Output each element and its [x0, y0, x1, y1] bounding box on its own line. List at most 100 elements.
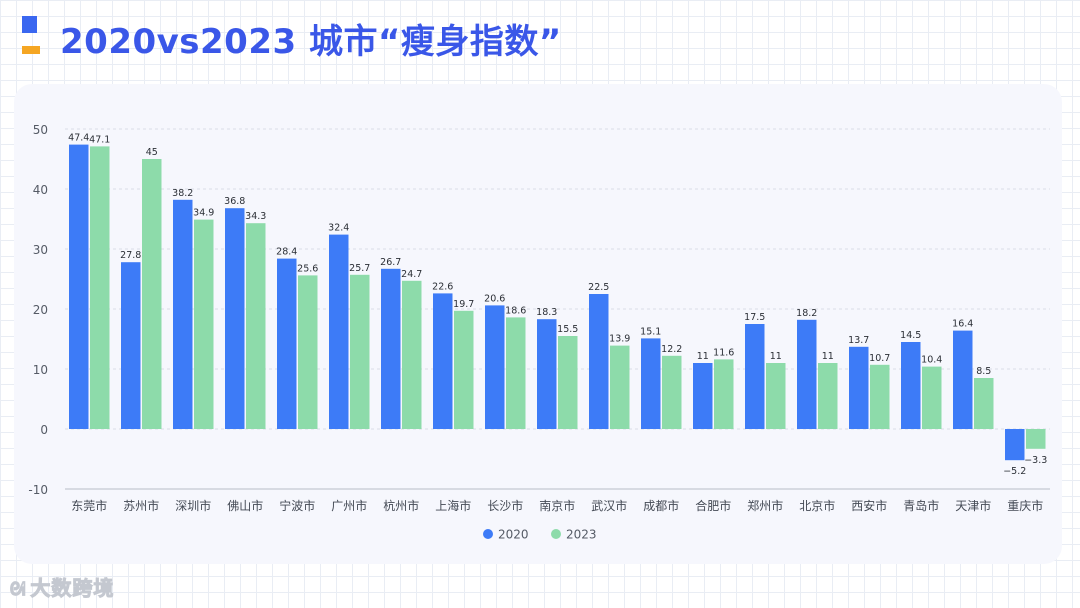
- y-tick-label: -10: [28, 483, 48, 497]
- data-label: −3.3: [1024, 455, 1047, 466]
- x-tick-label: 深圳市: [175, 498, 211, 513]
- watermark: ᘛ 大数跨境: [9, 572, 115, 601]
- data-label: 34.3: [245, 211, 266, 222]
- legend-label: 2023: [566, 528, 597, 542]
- legend-marker-2023: [551, 529, 561, 539]
- logo-blue-square: [22, 16, 37, 33]
- bar-2023: [1026, 429, 1046, 449]
- bar-2023: [298, 275, 318, 429]
- y-tick-label: 40: [33, 183, 48, 197]
- bar-2023: [194, 219, 214, 429]
- bar-2023: [506, 317, 526, 429]
- y-tick-label: 50: [33, 123, 48, 137]
- data-label: 27.8: [120, 250, 141, 261]
- data-label: 47.4: [68, 133, 89, 144]
- data-label: 45: [146, 147, 158, 158]
- x-tick-label: 佛山市: [227, 498, 263, 513]
- data-label: 22.5: [588, 282, 609, 293]
- legend-marker-2020: [483, 529, 493, 539]
- data-label: 13.7: [848, 335, 869, 346]
- x-tick-label: 南京市: [539, 498, 575, 513]
- bar-2020: [121, 262, 141, 429]
- data-label: 12.2: [661, 344, 682, 355]
- data-label: 11: [822, 351, 834, 362]
- data-label: 11.6: [713, 347, 734, 358]
- bar-2020: [901, 342, 921, 429]
- bar-2020: [433, 293, 453, 429]
- brand-logo-mark: [22, 16, 40, 56]
- logo-orange-bar: [22, 46, 40, 54]
- bar-2020: [69, 144, 89, 429]
- data-label: −5.2: [1003, 466, 1026, 477]
- bar-2023: [870, 364, 890, 429]
- legend-label: 2020: [498, 528, 529, 542]
- bar-2020: [1005, 429, 1025, 461]
- data-label: 14.5: [900, 330, 921, 341]
- y-tick-label: 10: [33, 363, 48, 377]
- data-label: 24.7: [401, 269, 422, 280]
- bar-2020: [693, 363, 713, 429]
- data-label: 25.7: [349, 263, 370, 274]
- data-label: 18.3: [536, 307, 557, 318]
- data-label: 18.2: [796, 308, 817, 319]
- bar-2020: [953, 330, 973, 429]
- bar-2023: [818, 363, 838, 429]
- x-tick-label: 长沙市: [487, 498, 523, 513]
- data-label: 18.6: [505, 305, 526, 316]
- watermark-text: 大数跨境: [30, 576, 115, 601]
- bar-2020: [745, 324, 765, 429]
- y-tick-label: 30: [33, 243, 48, 257]
- bar-2023: [714, 359, 734, 429]
- bar-2023: [922, 366, 942, 429]
- data-label: 10.4: [921, 355, 942, 366]
- data-label: 28.4: [276, 247, 297, 258]
- bar-2020: [537, 319, 557, 429]
- data-label: 19.7: [453, 299, 474, 310]
- data-label: 22.6: [432, 281, 453, 292]
- data-label: 26.7: [380, 257, 401, 268]
- x-tick-label: 成都市: [643, 498, 679, 513]
- x-tick-label: 重庆市: [1007, 498, 1043, 513]
- bar-2023: [662, 355, 682, 429]
- data-label: 20.6: [484, 293, 505, 304]
- bar-2020: [589, 294, 609, 429]
- bar-2023: [766, 363, 786, 429]
- y-tick-label: 20: [33, 303, 48, 317]
- data-label: 13.9: [609, 334, 630, 345]
- x-tick-label: 杭州市: [383, 498, 419, 513]
- x-tick-label: 郑州市: [747, 498, 783, 513]
- bar-2023: [246, 223, 266, 429]
- data-label: 11: [697, 351, 709, 362]
- x-tick-label: 武汉市: [591, 498, 627, 513]
- bar-2020: [641, 338, 661, 429]
- bar-2023: [402, 280, 422, 429]
- bar-2023: [610, 345, 630, 429]
- data-label: 10.7: [869, 353, 890, 364]
- bar-2023: [558, 336, 578, 429]
- data-label: 38.2: [172, 188, 193, 199]
- bar-2023: [90, 146, 110, 429]
- bar-2020: [225, 208, 245, 429]
- data-label: 34.9: [193, 208, 214, 219]
- x-tick-label: 苏州市: [123, 498, 159, 513]
- data-label: 8.5: [976, 366, 991, 377]
- x-tick-label: 天津市: [955, 498, 991, 513]
- bar-2023: [454, 310, 474, 429]
- bar-2023: [142, 159, 162, 429]
- x-tick-label: 北京市: [799, 498, 835, 513]
- data-label: 15.5: [557, 324, 578, 335]
- data-label: 17.5: [744, 312, 765, 323]
- page-title: 2020vs2023 城市“瘦身指数”: [60, 22, 562, 62]
- x-tick-label: 广州市: [331, 498, 367, 513]
- bar-2020: [173, 199, 193, 429]
- x-tick-label: 宁波市: [279, 498, 315, 513]
- y-tick-label: 0: [40, 423, 48, 437]
- wind-logo-icon: ᘛ: [9, 579, 27, 601]
- data-label: 11: [770, 351, 782, 362]
- x-tick-label: 青岛市: [903, 498, 939, 513]
- bar-2020: [797, 319, 817, 429]
- bar-2020: [849, 346, 869, 429]
- bar-2020: [277, 258, 297, 429]
- x-tick-label: 西安市: [851, 498, 887, 513]
